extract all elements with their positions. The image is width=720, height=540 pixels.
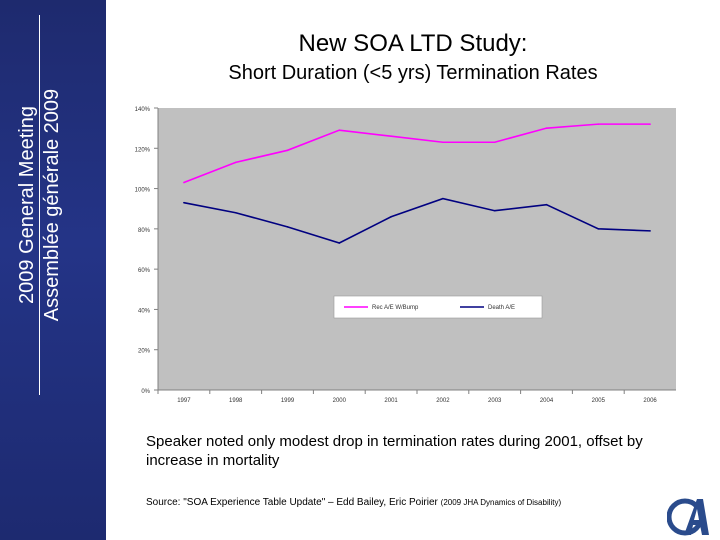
legend-label: Death A/E — [488, 305, 515, 311]
x-tick-label: 2006 — [643, 398, 657, 404]
slide-title: New SOA LTD Study: — [298, 30, 528, 57]
legend-box — [333, 295, 543, 319]
y-tick-label: 120% — [135, 147, 151, 153]
data-point — [286, 226, 289, 228]
y-tick-label: 40% — [138, 308, 151, 314]
y-tick-label: 60% — [138, 268, 151, 274]
sidebar-line-2: Assemblée générale 2009 — [39, 15, 64, 395]
data-point — [442, 141, 444, 144]
x-tick-label: 2000 — [333, 398, 347, 404]
x-tick-label: 2005 — [592, 398, 606, 404]
sidebar-line-1: 2009 General Meeting — [16, 106, 38, 304]
data-point — [649, 230, 651, 232]
data-point — [493, 209, 496, 212]
data-point — [183, 201, 185, 204]
speaker-note: Speaker noted only modest drop in termin… — [146, 433, 643, 469]
x-tick-label: 1998 — [229, 398, 243, 404]
data-point — [597, 123, 600, 125]
legend-label: Rec A/E W/Bump — [372, 305, 419, 311]
x-tick-label: 2003 — [488, 398, 502, 404]
line-chart: 0% 20% 40% 60% 80% 100% 120% 140% 1997 1998 1999 20… — [135, 107, 676, 404]
data-point — [442, 197, 444, 200]
slide-subtitle: Short Duration (<5 yrs) Termination Rate… — [228, 62, 598, 84]
data-point — [234, 211, 237, 214]
series-line-2 — [183, 197, 651, 244]
source-citation: Source: "SOA Experience Table Update" – … — [146, 497, 666, 508]
y-tick-label: 80% — [138, 228, 151, 234]
y-tick-label: 140% — [135, 107, 151, 113]
data-point — [183, 181, 185, 184]
data-point — [338, 242, 341, 244]
data-point — [649, 123, 651, 125]
x-tick-label: 2001 — [384, 398, 398, 404]
x-tick-label: 2004 — [540, 398, 554, 404]
data-point — [545, 203, 548, 206]
source-main: Source: "SOA Experience Table Update" – … — [146, 497, 438, 508]
x-tick-label: 2002 — [436, 398, 450, 404]
data-point — [390, 215, 392, 218]
soa-logo — [667, 498, 709, 536]
data-point — [234, 161, 237, 164]
sidebar-text: 2009 General Meeting Assemblée générale … — [15, 15, 85, 395]
plot-area — [158, 108, 676, 390]
y-tick-label: 100% — [135, 188, 151, 194]
data-point — [493, 141, 496, 144]
series-line-1 — [183, 123, 651, 184]
data-point — [286, 149, 289, 152]
data-point — [597, 228, 600, 230]
x-tick-label: 1999 — [281, 398, 295, 404]
source-small: (2009 JHA Dynamics of Disability) — [440, 498, 562, 507]
y-tick-label: 0% — [141, 389, 150, 395]
x-tick-label: 1997 — [177, 398, 191, 404]
data-point — [545, 127, 548, 129]
y-tick-label: 20% — [138, 349, 151, 355]
sidebar-band: 2009 General Meeting Assemblée générale … — [0, 0, 106, 540]
data-point — [390, 135, 392, 137]
data-point — [338, 129, 341, 131]
